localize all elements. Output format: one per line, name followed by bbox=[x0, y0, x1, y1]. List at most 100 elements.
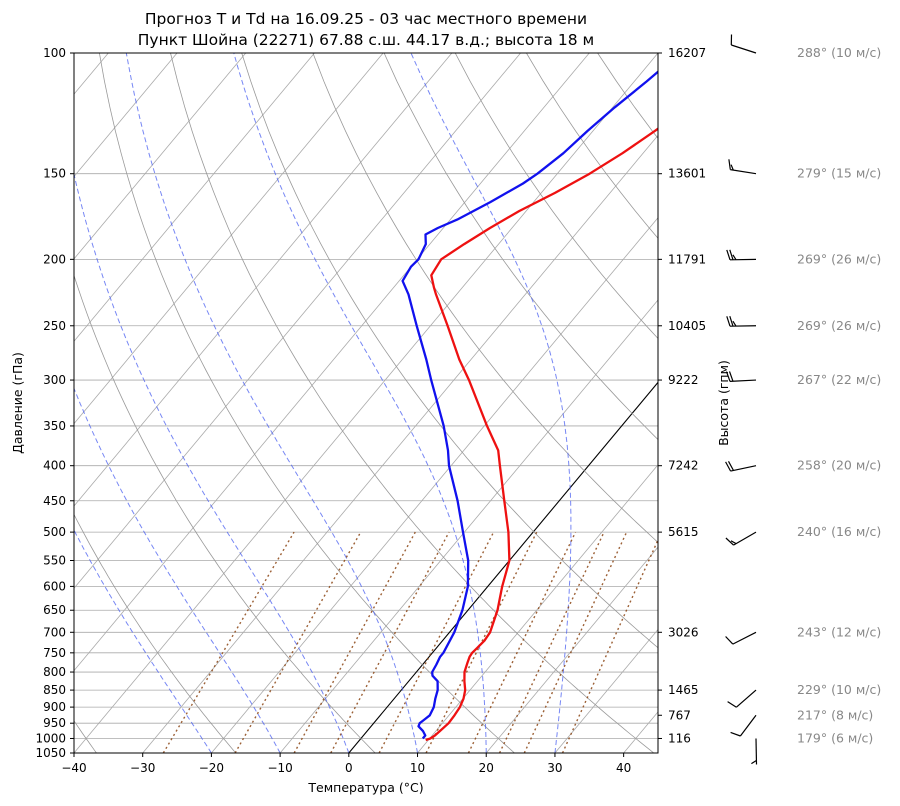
moist-adiabat bbox=[233, 53, 487, 753]
wind-barb bbox=[725, 371, 757, 382]
wind-label: 240° (16 м/с) bbox=[797, 524, 881, 539]
y2-axis-label: Высота (гпм) bbox=[716, 360, 731, 446]
x-tick-label: 40 bbox=[616, 761, 631, 775]
wind-barb-staff bbox=[755, 738, 758, 765]
wind-barb-feather bbox=[727, 461, 735, 471]
y-tick-label: 250 bbox=[43, 319, 66, 333]
y-tick-label: 900 bbox=[43, 700, 66, 714]
wind-barb-feather bbox=[725, 461, 732, 472]
mixing-ratio-line bbox=[378, 531, 495, 753]
wind-barbs: 288° (10 м/с) 279° (15 м/с) 269° (26 м/с) 2… bbox=[725, 34, 881, 765]
y-axis-label: Давление (гПа) bbox=[10, 352, 25, 454]
height-tick-label: 3026 bbox=[668, 625, 699, 639]
y-tick-label: 450 bbox=[43, 494, 66, 508]
dry-adiabat bbox=[74, 274, 376, 753]
y-tick-label: 200 bbox=[43, 252, 66, 266]
height-tick-label: 13601 bbox=[668, 167, 706, 181]
isotherm-line bbox=[74, 53, 521, 589]
dry-adiabat bbox=[312, 53, 658, 543]
wind-barb-staff bbox=[736, 689, 757, 708]
isotherm-line bbox=[623, 711, 658, 753]
wind-barb-feather bbox=[728, 159, 731, 170]
wind-barb bbox=[726, 316, 757, 327]
wind-barb-staff bbox=[733, 531, 757, 546]
wind-label: 217° (8 м/с) bbox=[797, 707, 873, 722]
wind-label: 279° (15 м/с) bbox=[797, 166, 881, 181]
dry-adiabat bbox=[740, 53, 900, 753]
x-tick-label: −40 bbox=[61, 761, 86, 775]
height-tick-label: 11791 bbox=[668, 252, 706, 266]
dry-adiabat bbox=[454, 53, 658, 340]
y-tick-label: 1050 bbox=[35, 746, 66, 760]
mixing-ratio-line bbox=[561, 538, 658, 753]
mixing-ratio-line bbox=[498, 531, 605, 753]
wind-barb bbox=[725, 461, 757, 472]
wind-barb bbox=[730, 34, 757, 54]
wind-barb bbox=[730, 714, 757, 737]
dry-adiabat bbox=[74, 513, 237, 753]
wind-barb-feather bbox=[726, 316, 731, 327]
wind-barb bbox=[727, 689, 757, 708]
isotherm-line bbox=[279, 299, 658, 753]
y-tick-label: 500 bbox=[43, 525, 66, 539]
wind-barb-feather bbox=[727, 701, 737, 708]
dry-adiabat bbox=[241, 53, 658, 649]
wind-barb-feather bbox=[728, 371, 734, 382]
y-tick-label: 1000 bbox=[35, 731, 66, 745]
y-tick-label: 650 bbox=[43, 603, 66, 617]
wind-label: 258° (20 м/с) bbox=[797, 458, 881, 473]
height-tick-label: 16207 bbox=[668, 46, 706, 60]
wind-barb bbox=[751, 738, 758, 765]
wind-label: 288° (10 м/с) bbox=[797, 45, 881, 60]
dry-adiabat bbox=[811, 53, 900, 753]
isotherm-line bbox=[74, 53, 658, 753]
y-tick-label: 400 bbox=[43, 459, 66, 473]
height-tick-label: 5615 bbox=[668, 525, 699, 539]
isotherm-line bbox=[74, 53, 315, 342]
mixing-ratio-line bbox=[467, 531, 577, 753]
wind-barb-feather bbox=[729, 316, 734, 327]
x-tick-label: 0 bbox=[345, 761, 353, 775]
height-tick-label: 1465 bbox=[668, 683, 699, 697]
wind-barb-feather bbox=[732, 254, 737, 261]
axis-ticks: −40 −30 −20 −10 0 10 20 30 40 100 150 200 250 300 350 4… bbox=[35, 46, 706, 775]
dry-adiabat bbox=[669, 53, 900, 753]
dry-adiabat bbox=[526, 53, 658, 239]
wind-barb-staff bbox=[739, 714, 757, 737]
y-tick-label: 150 bbox=[43, 167, 66, 181]
x-tick-label: −20 bbox=[199, 761, 224, 775]
wind-barb-staff bbox=[730, 169, 757, 175]
mixing-ratio-line bbox=[523, 531, 628, 753]
wind-barb-feather bbox=[725, 371, 731, 382]
moist-adiabat bbox=[74, 387, 281, 753]
y-tick-label: 600 bbox=[43, 579, 66, 593]
wind-barb-feather bbox=[725, 537, 734, 546]
isotherm-line bbox=[74, 53, 453, 507]
wind-label: 269° (26 м/с) bbox=[797, 318, 881, 333]
x-tick-label: −30 bbox=[130, 761, 155, 775]
wind-barb-feather bbox=[730, 164, 734, 171]
isotherm-line bbox=[74, 53, 247, 260]
isotherm-line bbox=[74, 53, 384, 425]
height-tick-label: 116 bbox=[668, 731, 691, 745]
isotherm-line bbox=[74, 53, 590, 672]
moist-adiabat bbox=[410, 53, 572, 753]
x-axis-label: Температура (°C) bbox=[307, 780, 423, 795]
wind-barb-staff bbox=[729, 379, 757, 382]
y-tick-label: 300 bbox=[43, 373, 66, 387]
profile-lines bbox=[401, 70, 658, 742]
wind-label: 269° (26 м/с) bbox=[797, 251, 881, 266]
wind-barb-feather bbox=[751, 759, 757, 765]
y-tick-label: 750 bbox=[43, 646, 66, 660]
wind-barb-staff bbox=[730, 465, 757, 472]
y-tick-label: 850 bbox=[43, 683, 66, 697]
moist-adiabat bbox=[74, 529, 212, 753]
isotherm-line bbox=[761, 53, 900, 753]
height-tick-label: 7242 bbox=[668, 459, 699, 473]
wind-barb-feather bbox=[730, 731, 741, 737]
background-lines bbox=[74, 53, 900, 753]
wind-barb-feather bbox=[725, 636, 734, 645]
y-tick-label: 800 bbox=[43, 665, 66, 679]
